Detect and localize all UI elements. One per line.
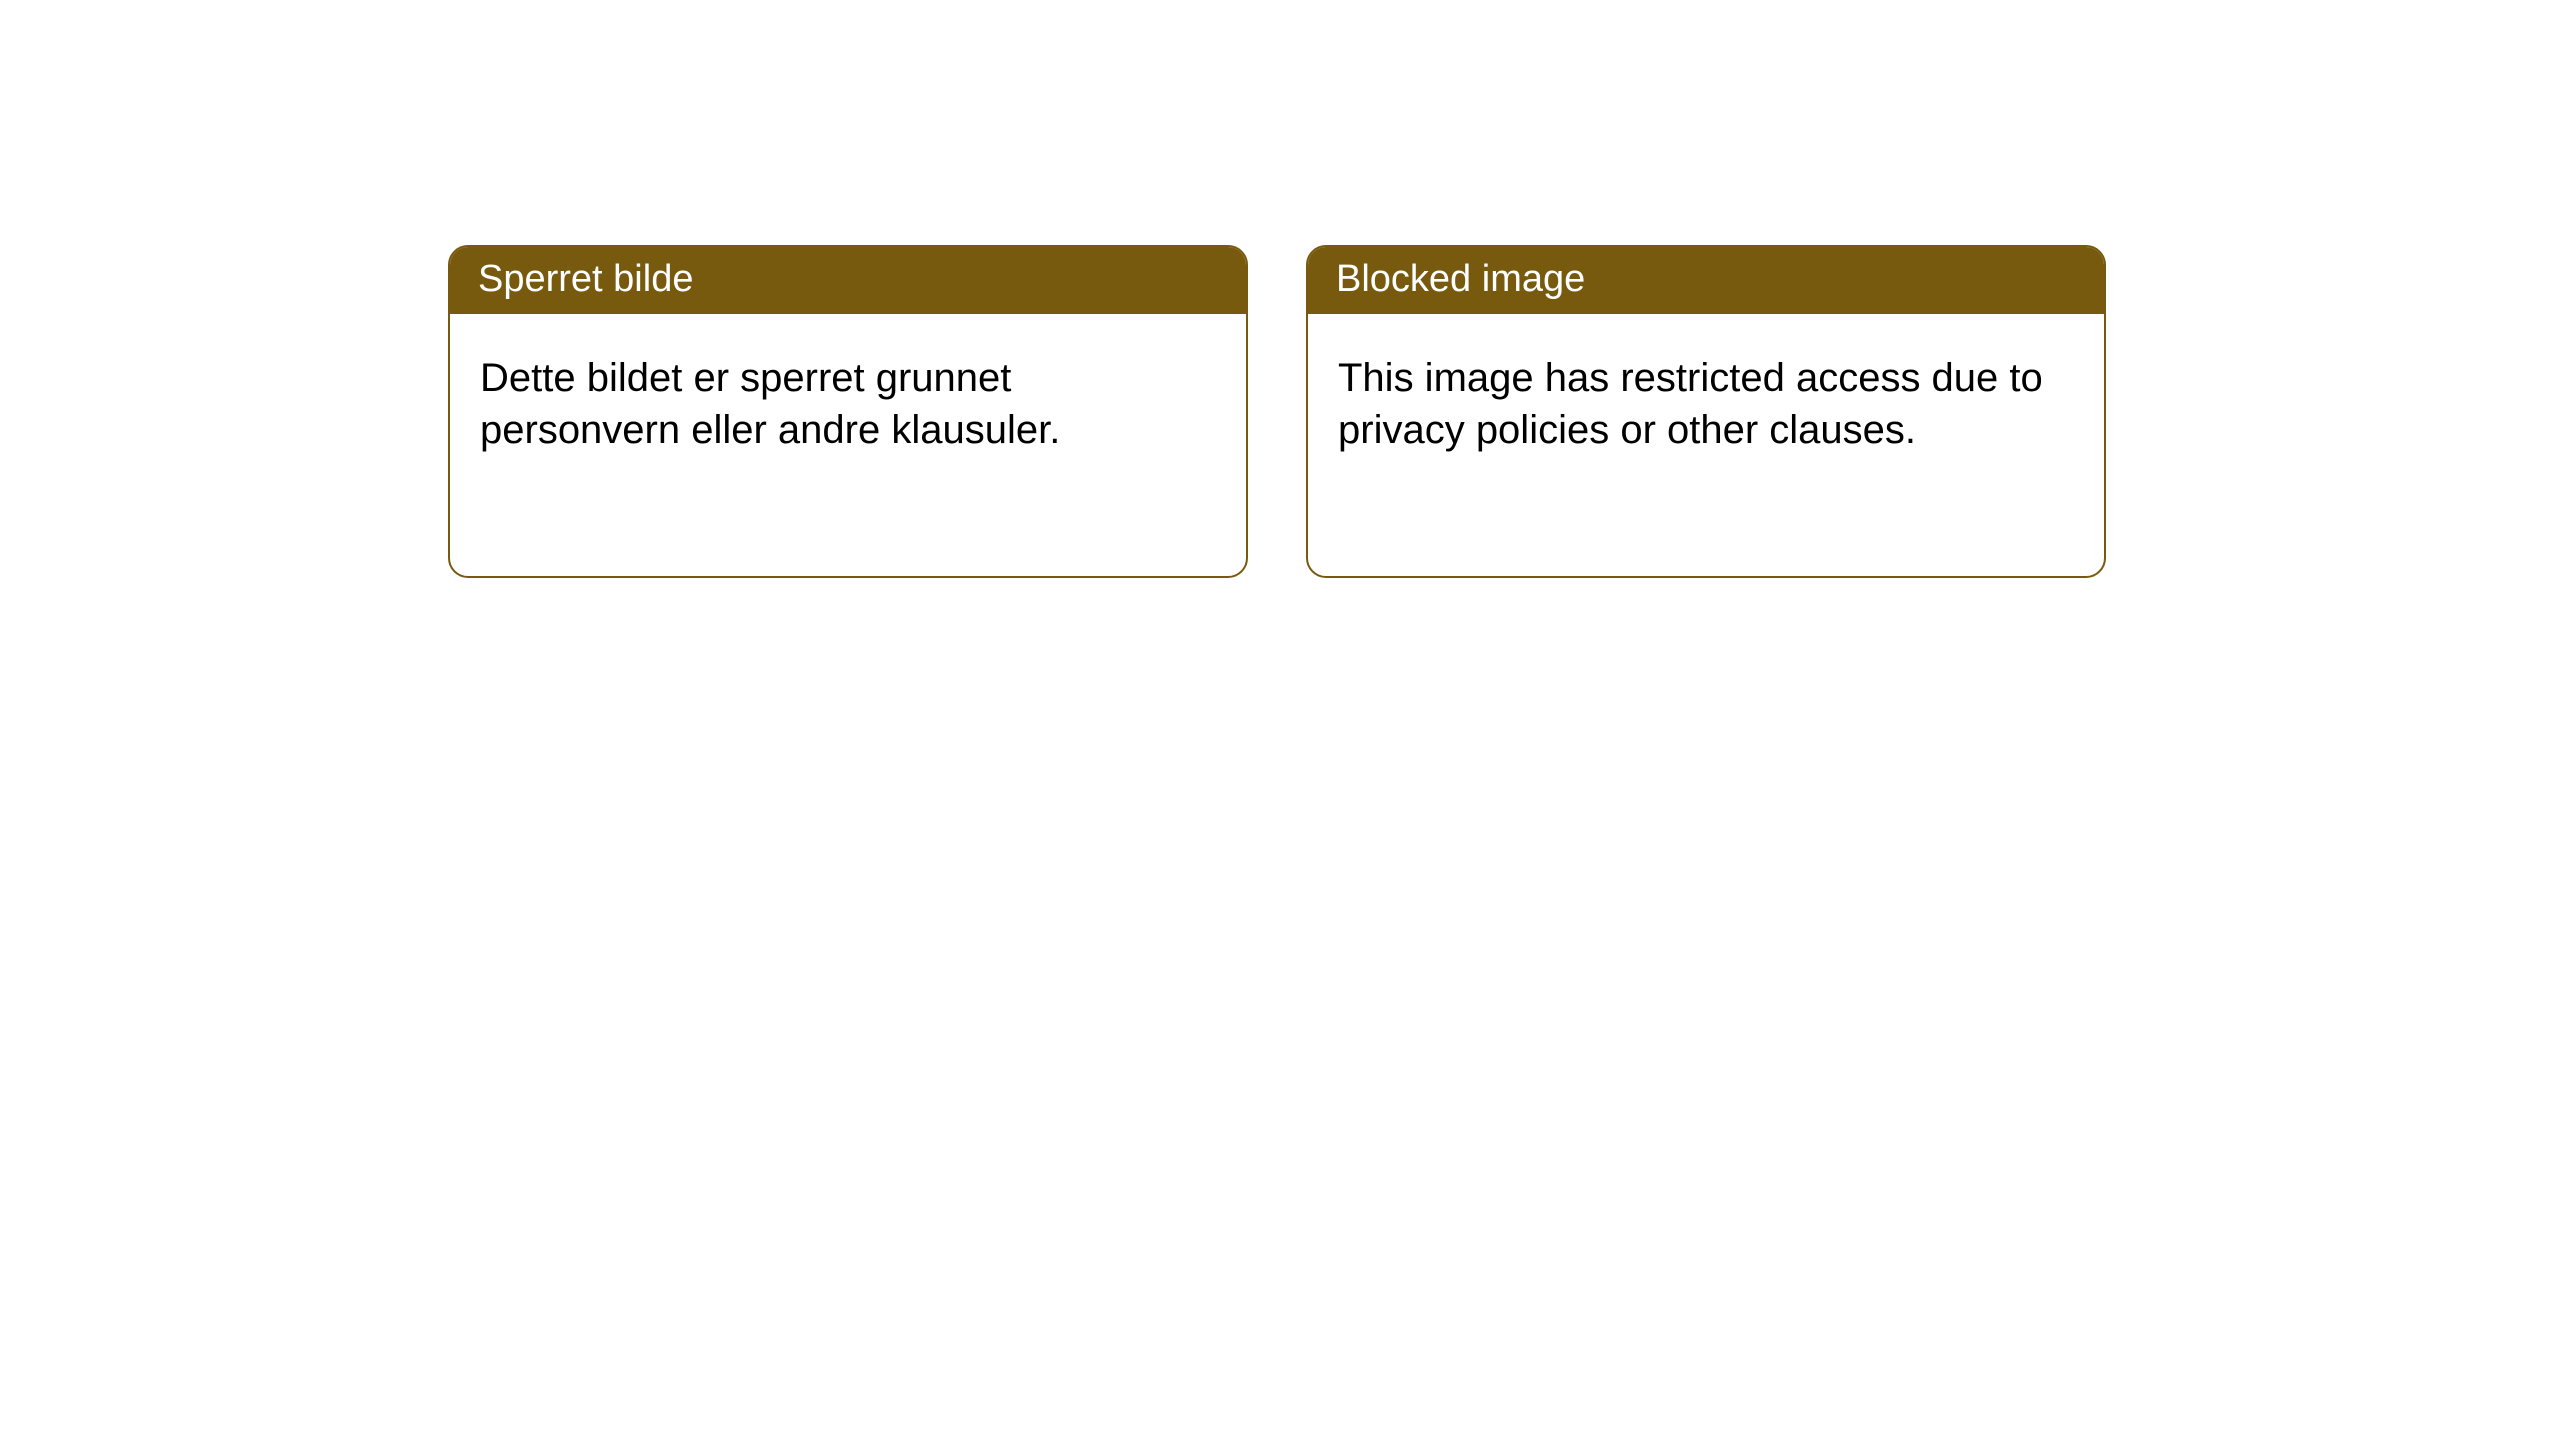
notice-card-english: Blocked image This image has restricted … — [1306, 245, 2106, 578]
notice-header: Sperret bilde — [450, 247, 1246, 314]
notice-body: This image has restricted access due to … — [1308, 314, 2104, 494]
notice-body: Dette bildet er sperret grunnet personve… — [450, 314, 1246, 494]
notice-header: Blocked image — [1308, 247, 2104, 314]
notice-container: Sperret bilde Dette bildet er sperret gr… — [0, 0, 2560, 578]
notice-card-norwegian: Sperret bilde Dette bildet er sperret gr… — [448, 245, 1248, 578]
